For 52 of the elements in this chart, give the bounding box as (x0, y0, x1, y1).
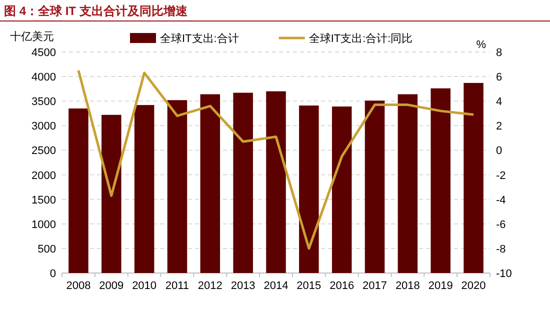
bar (233, 92, 253, 273)
y2-axis-title: % (476, 39, 486, 51)
line-series (77, 69, 475, 250)
x-tick-label: 2016 (330, 280, 354, 292)
x-tick-label: 2018 (395, 280, 420, 292)
y-tick-label: 4500 (32, 47, 56, 59)
bar (134, 105, 154, 273)
y2-tick-label: 6 (496, 72, 502, 84)
x-tick-label: 2012 (198, 280, 222, 292)
bar (364, 100, 385, 273)
y2-tick-label: -10 (496, 268, 512, 280)
y2-tick-label: -4 (496, 194, 506, 206)
x-tick-label: 2009 (99, 280, 124, 292)
x-tick-label: 2014 (264, 280, 288, 292)
legend-label: 全球IT支出:合计:同比 (308, 32, 413, 45)
x-tick-label: 2017 (362, 280, 388, 292)
y-tick-label: 0 (50, 268, 56, 280)
y2-tick-label: 8 (496, 47, 502, 59)
y2-tick-label: 0 (496, 145, 502, 158)
y-tick-label: 1000 (32, 218, 56, 231)
x-tick-label: 2010 (132, 280, 157, 292)
y-tick-label: 3000 (32, 120, 56, 133)
x-tick-label: 2019 (428, 280, 453, 292)
y-tick-label: 2000 (32, 170, 56, 182)
y-tick-label: 1500 (32, 194, 56, 206)
bar (464, 82, 484, 273)
x-tick-label: 2013 (230, 280, 256, 292)
bar (398, 94, 418, 273)
bar (299, 106, 319, 273)
x-tick-label: 2008 (66, 280, 91, 292)
y-tick-label: 4000 (32, 72, 56, 84)
bar (68, 108, 88, 273)
y2-tick-label: -2 (496, 170, 506, 182)
bar (200, 94, 220, 273)
x-tick-label: 2020 (461, 280, 486, 292)
y2-tick-label: 4 (496, 96, 502, 108)
bar (266, 91, 286, 273)
bar (167, 100, 188, 273)
bar (430, 88, 450, 273)
x-tick-label: 2011 (165, 280, 190, 292)
y2-tick-label: -6 (496, 218, 506, 231)
y2-tick-label: 2 (496, 120, 502, 133)
bar (102, 114, 122, 273)
y-axis-title: 十亿美元 (10, 30, 54, 43)
y-tick-label: 3500 (32, 96, 56, 108)
y-tick-label: 2500 (32, 145, 56, 158)
chart-title: 图 4：全球 IT 支出合计及同比增速 (4, 4, 188, 18)
legend-label: 全球IT支出:合计 (160, 32, 239, 45)
y-tick-label: 500 (38, 243, 56, 256)
bar (332, 106, 352, 273)
y2-tick-label: -8 (496, 243, 506, 256)
x-tick-label: 2015 (296, 280, 322, 292)
